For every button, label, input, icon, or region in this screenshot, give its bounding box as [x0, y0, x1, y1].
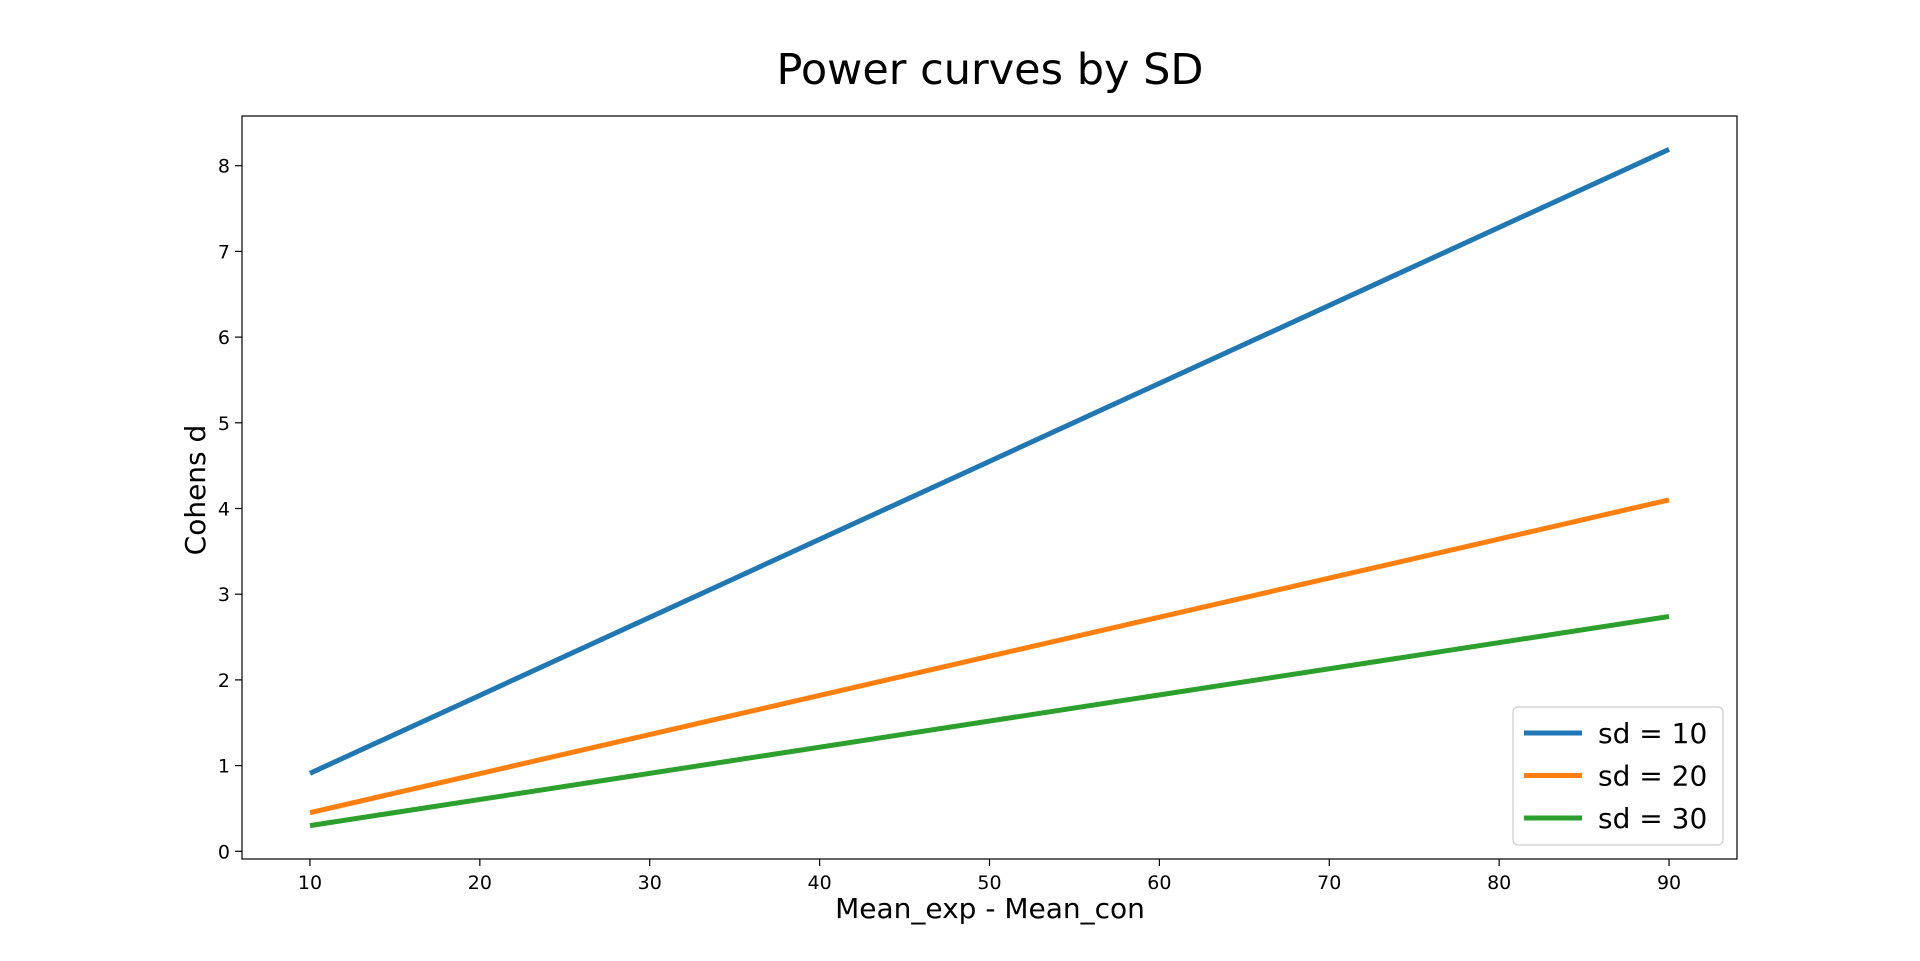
series-line-sd-2 [309, 497, 1670, 816]
y-tick-label: 4 [218, 498, 230, 520]
y-tick-label: 5 [218, 413, 230, 435]
x-tick-label: 30 [638, 872, 662, 894]
y-axis-label: Cohens d [179, 425, 212, 556]
axes-frame [241, 115, 1738, 860]
legend-label: sd = 10 [1598, 717, 1707, 750]
y-tick-label: 8 [218, 156, 230, 178]
x-tick-label: 50 [977, 872, 1001, 894]
y-tick-label: 6 [218, 327, 230, 349]
y-tick-label: 1 [218, 756, 230, 778]
plot-area: 10 20 30 40 50 60 70 80 90 0 1 2 3 4 5 6 7 8 [218, 115, 1738, 894]
chart-title: Power curves by SD [776, 45, 1203, 95]
legend: sd = 10 sd = 20 sd = 30 [1512, 706, 1724, 846]
legend-label: sd = 30 [1598, 802, 1707, 835]
x-tick-label: 60 [1147, 872, 1171, 894]
y-tick-label: 3 [218, 584, 230, 606]
x-axis-label: Mean_exp - Mean_con [835, 892, 1145, 925]
x-tick-label: 40 [808, 872, 832, 894]
x-tick-label: 70 [1317, 872, 1341, 894]
y-tick-label: 2 [218, 670, 230, 692]
x-tick-label: 80 [1487, 872, 1511, 894]
legend-label: sd = 20 [1598, 760, 1707, 793]
x-tick-label: 10 [298, 872, 322, 894]
series-line-sd-1 [308, 147, 1671, 776]
x-tick-label: 20 [468, 872, 492, 894]
series-line-sd-3 [309, 614, 1670, 829]
y-tick-label: 7 [218, 241, 230, 263]
y-tick-label: 0 [218, 841, 230, 863]
x-tick-label: 90 [1657, 872, 1681, 894]
legend-frame [1512, 706, 1724, 846]
